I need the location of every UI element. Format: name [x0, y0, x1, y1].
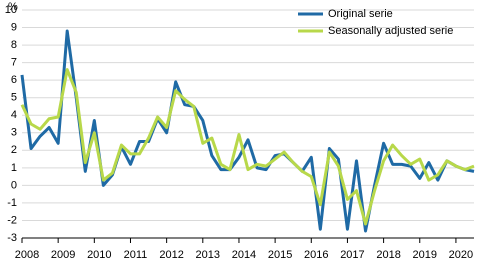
y-tick-label: 1 — [11, 162, 17, 174]
x-tick-label: 2014 — [232, 249, 256, 261]
y-tick-label: 9 — [11, 21, 17, 33]
y-axis-label: % — [8, 1, 18, 13]
x-tick-label: 2010 — [87, 249, 111, 261]
x-tick-label: 2017 — [340, 249, 364, 261]
x-tick-label: 2020 — [449, 249, 473, 261]
x-tick-label: 2009 — [51, 249, 75, 261]
x-tick-label: 2011 — [124, 249, 148, 261]
x-tick-label: 2016 — [304, 249, 328, 261]
x-tick-label: 2013 — [196, 249, 220, 261]
y-tick-label: 7 — [11, 57, 17, 69]
legend-label: Original serie — [328, 8, 393, 20]
y-tick-label: 6 — [11, 74, 17, 86]
y-tick-label: 5 — [11, 92, 17, 104]
y-tick-label: -1 — [7, 197, 17, 209]
y-tick-label: 0 — [11, 179, 17, 191]
x-tick-label: 2012 — [159, 249, 183, 261]
y-tick-label: 4 — [11, 109, 17, 121]
x-tick-label: 2008 — [15, 249, 39, 261]
x-tick-label: 2019 — [413, 249, 437, 261]
data-line — [20, 29, 475, 233]
data-line — [20, 68, 475, 226]
y-tick-label: -2 — [7, 214, 17, 226]
y-tick-label: 2 — [11, 144, 17, 156]
x-tick-label: 2018 — [376, 249, 400, 261]
y-tick-label: 8 — [11, 39, 17, 51]
legend-label: Seasonally adjusted serie — [328, 25, 453, 37]
y-tick-label: 3 — [11, 127, 17, 139]
y-tick-label: -3 — [7, 232, 17, 244]
y-tick-label: 10 — [5, 4, 17, 16]
x-tick-label: 2015 — [268, 249, 292, 261]
